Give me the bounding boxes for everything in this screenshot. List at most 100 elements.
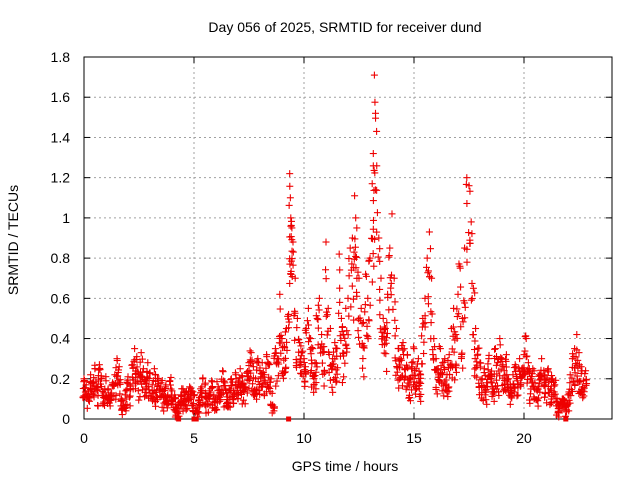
x-tick-label: 20	[516, 430, 532, 446]
data-point-cloud	[361, 308, 369, 316]
data-point-cloud	[138, 355, 146, 363]
y-tick-label: 1.6	[51, 89, 71, 105]
data-point-cloud	[475, 344, 483, 352]
data-point-cloud	[171, 391, 179, 399]
data-point-cloud	[336, 298, 344, 306]
y-tick-labels: 0 0.2 0.4 0.6 0.8 1 1.2 1.4 1.6 1.8	[51, 49, 71, 427]
data-point	[315, 294, 323, 302]
data-point-cloud	[285, 318, 293, 326]
data-point	[247, 349, 255, 357]
data-point-cloud	[190, 392, 198, 400]
data-point	[414, 355, 422, 363]
data-point-cloud	[473, 358, 481, 366]
data-point-cloud	[314, 324, 322, 332]
data-point	[388, 210, 396, 218]
data-point-cloud	[372, 114, 380, 122]
data-point	[298, 349, 306, 357]
data-point	[373, 127, 381, 135]
data-point-cloud	[102, 373, 110, 381]
y-tick-label: 1.8	[51, 49, 71, 65]
data-point-cloud	[183, 404, 191, 412]
data-point-cloud	[268, 401, 276, 409]
data-point-cloud	[282, 365, 290, 373]
data-point-cloud	[338, 323, 346, 331]
data-point-cloud	[391, 332, 399, 340]
data-point-cloud	[457, 283, 465, 291]
y-tick-label: 0.6	[51, 290, 71, 306]
zero-point	[286, 416, 292, 422]
data-point	[370, 71, 378, 79]
data-point-cloud	[141, 388, 149, 396]
x-tick-label: 15	[406, 430, 422, 446]
data-point-cloud	[286, 182, 294, 190]
data-point-cloud	[376, 311, 384, 319]
grid-lines	[84, 57, 612, 419]
data-point-cloud	[387, 284, 395, 292]
data-point	[491, 345, 499, 353]
data-point-cloud	[253, 395, 261, 403]
data-point-cloud	[247, 369, 255, 377]
data-point	[236, 365, 244, 373]
data-point-cloud	[468, 279, 476, 287]
data-point-cloud	[333, 370, 341, 378]
axis-ticks	[83, 56, 612, 420]
data-point-cloud	[380, 349, 388, 357]
data-point-cloud	[314, 316, 322, 324]
data-point-cloud	[466, 187, 474, 195]
data-point-cloud	[420, 338, 428, 346]
data-point	[186, 383, 194, 391]
data-point-cloud	[256, 364, 264, 372]
data-point-cloud	[146, 369, 154, 377]
data-point-cloud	[429, 351, 437, 359]
data-point-cloud	[424, 300, 432, 308]
data-point-cloud	[247, 358, 255, 366]
data-point-cloud	[383, 367, 391, 375]
data-point-cloud	[496, 341, 504, 349]
data-point-cloud	[235, 377, 243, 385]
data-point-cloud	[118, 411, 126, 419]
data-point	[496, 335, 504, 343]
data-point-cloud	[420, 320, 428, 328]
data-point-cloud	[277, 339, 285, 347]
data-point-cloud	[266, 360, 274, 368]
data-point-cloud	[259, 368, 267, 376]
data-point	[524, 359, 532, 367]
data-point-cloud	[286, 279, 294, 287]
data-point-cloud	[305, 334, 313, 342]
data-point-cloud	[94, 384, 102, 392]
data-point-cloud	[259, 379, 267, 387]
data-point-cloud	[276, 305, 284, 313]
data-point-cloud	[371, 186, 379, 194]
data-point-cloud	[469, 331, 477, 339]
x-tick-labels: 0 5 10 15 20	[80, 430, 532, 446]
data-point-cloud	[213, 406, 221, 414]
data-point-cloud	[114, 372, 122, 380]
data-point-cloud	[465, 229, 473, 237]
data-point-cloud	[144, 374, 152, 382]
data-point-cloud	[403, 351, 411, 359]
data-point-cloud	[148, 392, 156, 400]
data-point-cloud	[285, 201, 293, 209]
data-point	[267, 375, 275, 383]
x-tick-label: 0	[80, 430, 88, 446]
data-point-cloud	[376, 285, 384, 293]
data-point	[335, 250, 343, 258]
data-point-cloud	[144, 383, 152, 391]
data-point	[286, 194, 294, 202]
data-point	[131, 345, 139, 353]
data-point-cloud	[338, 379, 346, 387]
data-point-cloud	[344, 331, 352, 339]
data-point-cloud	[122, 404, 130, 412]
data-point-cloud	[128, 361, 136, 369]
data-point-cloud	[453, 305, 461, 313]
data-point-cloud	[280, 356, 288, 364]
data-point-cloud	[272, 382, 280, 390]
y-tick-label: 1.4	[51, 129, 71, 145]
data-point-cloud	[336, 284, 344, 292]
data-point-cloud	[312, 359, 320, 367]
data-point-cloud	[355, 333, 363, 341]
data-point-cloud	[246, 347, 254, 355]
data-point-cloud	[274, 372, 282, 380]
data-point-cloud	[448, 345, 456, 353]
data-point-cloud	[133, 363, 141, 371]
